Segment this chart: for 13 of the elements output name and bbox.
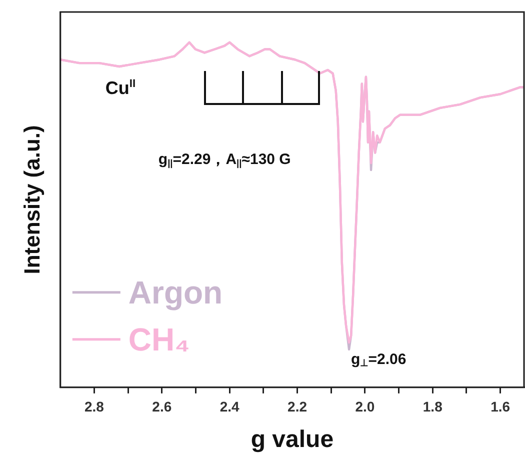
text: 2.0 — [355, 398, 375, 415]
x-tick-label: 1.8 — [422, 398, 443, 415]
annotation: g⊥=2.06 — [351, 350, 406, 368]
legend-label: Argon — [128, 274, 223, 310]
x-tick-label: 2.2 — [288, 398, 308, 415]
x-axis-title: g value — [250, 426, 334, 454]
x-tick-label: 2.8 — [84, 398, 104, 415]
annotation: g||=2.29，A||≈130 G — [158, 151, 291, 169]
x-tick-label: 1.6 — [490, 398, 510, 415]
legend-label: CH₄ — [128, 321, 190, 358]
y-axis-title: Intensity (a.u.) — [19, 125, 44, 274]
x-tick-label: 2.4 — [220, 398, 240, 415]
x-tick-label: 2.6 — [152, 398, 172, 415]
